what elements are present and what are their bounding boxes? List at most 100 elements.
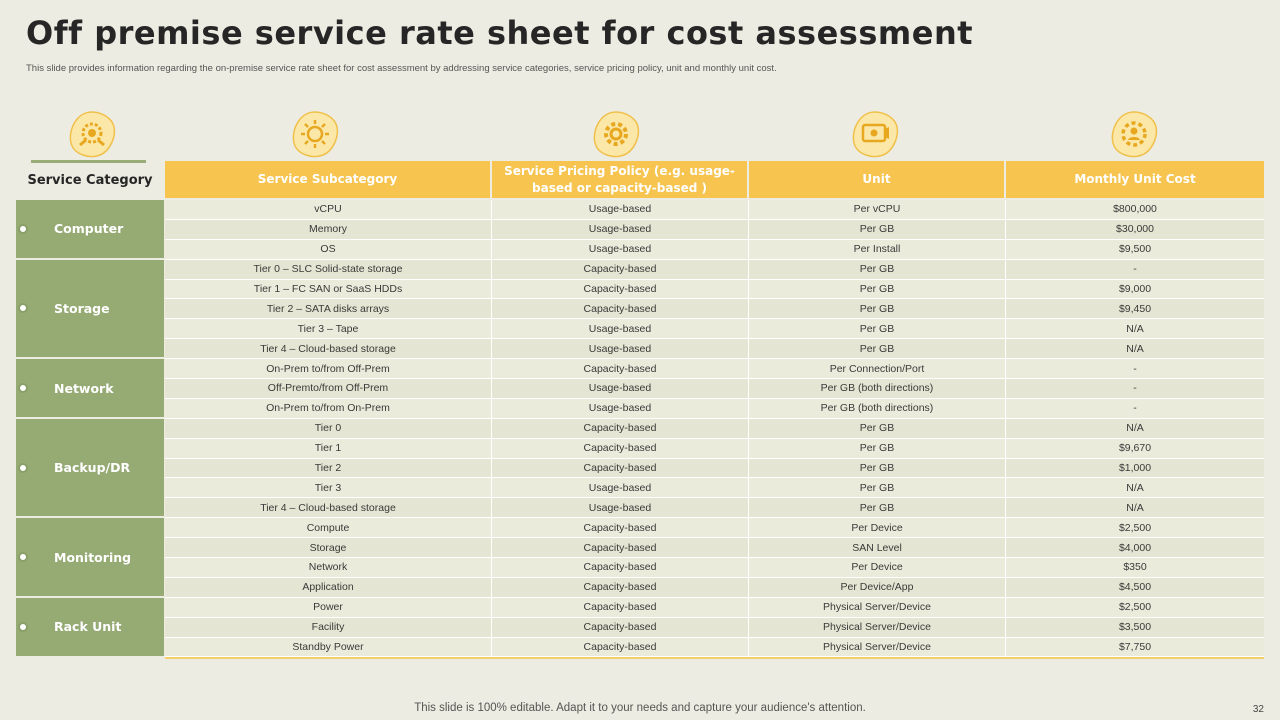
pricing-policy-cell: Capacity-based [492,577,749,597]
gear-hands-icon [66,109,118,161]
timeline-dot-icon [18,303,28,314]
table-row: Tier 4 – Cloud-based storage Usage-based P… [165,339,1264,360]
monthly-cost-cell: $350 [1006,558,1264,577]
sun-gear-icon [289,109,341,161]
unit-cell: SAN Level [749,538,1006,558]
header-monthly-unit-cost: Monthly Unit Cost [1006,161,1264,198]
monthly-cost-cell: $4,000 [1006,538,1264,558]
category-storage: Storage [16,259,164,360]
table-row: vCPU Usage-based Per vCPU $800,000 [165,200,1264,220]
unit-cell: Per GB [749,438,1006,458]
page-subtitle: This slide provides information regardin… [26,63,777,74]
subcategory-cell: Facility [165,617,492,637]
footer-note: This slide is 100% editable. Adapt it to… [414,702,866,714]
header-unit: Unit [749,161,1006,198]
unit-cell: Per vCPU [749,200,1006,219]
subcategory-cell: Tier 2 – SATA disks arrays [165,299,492,319]
subcategory-cell: Tier 1 – FC SAN or SaaS HDDs [165,279,492,299]
pricing-policy-cell: Capacity-based [492,418,749,438]
unit-cell: Per GB [749,299,1006,319]
header-service-subcategory: Service Subcategory [165,161,492,198]
settings-gear-icon [590,109,642,161]
monthly-cost-cell: N/A [1006,339,1264,359]
subcategory-cell: OS [165,239,492,259]
monthly-cost-cell: $9,000 [1006,279,1264,299]
unit-cell: Physical Server/Device [749,617,1006,637]
pricing-policy-cell: Usage-based [492,200,749,219]
subcategory-cell: Tier 1 [165,438,492,458]
subcategory-cell: Compute [165,518,492,538]
table-row: OS Usage-based Per Install $9,500 [165,239,1264,260]
table-row: Tier 1 – FC SAN or SaaS HDDs Capacity-bas… [165,279,1264,300]
subcategory-cell: Off-Premto/from Off-Prem [165,379,492,398]
monthly-cost-cell: - [1006,379,1264,398]
table-body: vCPU Usage-based Per vCPU $800,000 Memory Usa… [165,200,1264,660]
table-row: Tier 3 – Tape Usage-based Per GB N/A [165,319,1264,340]
table-row: Network Capacity-based Per Device $350 [165,558,1264,578]
table-row: Application Capacity-based Per Device/App $… [165,577,1264,598]
page-title: Off premise service rate sheet for cost … [26,14,974,52]
table-row: Compute Capacity-based Per Device $2,500 [165,518,1264,539]
pricing-policy-cell: Usage-based [492,379,749,398]
pricing-policy-cell: Usage-based [492,339,749,359]
monthly-cost-cell: $2,500 [1006,518,1264,538]
monthly-cost-cell: N/A [1006,319,1264,339]
pricing-policy-cell: Capacity-based [492,438,749,458]
subcategory-cell: Standby Power [165,637,492,657]
table-row: Tier 4 – Cloud-based storage Usage-based P… [165,498,1264,519]
monthly-cost-cell: N/A [1006,478,1264,498]
unit-cell: Per GB [749,478,1006,498]
pricing-policy-cell: Usage-based [492,478,749,498]
table-row: Standby Power Capacity-based Physical Serv… [165,637,1264,658]
pricing-policy-cell: Usage-based [492,398,749,418]
monthly-cost-cell: $4,500 [1006,577,1264,597]
monthly-cost-cell: $30,000 [1006,219,1264,239]
monthly-cost-cell: $2,500 [1006,597,1264,617]
unit-cell: Per GB [749,219,1006,239]
unit-cell: Per GB [749,339,1006,359]
pricing-policy-cell: Usage-based [492,319,749,339]
category-label: Monitoring [54,549,132,565]
pricing-policy-cell: Usage-based [492,219,749,239]
subcategory-cell: Tier 3 – Tape [165,319,492,339]
header-service-category: Service Category [27,172,153,188]
subcategory-cell: vCPU [165,200,492,219]
unit-cell: Per GB [749,279,1006,299]
table-row: Memory Usage-based Per GB $30,000 [165,219,1264,240]
monthly-cost-cell: $1,000 [1006,458,1264,478]
monthly-cost-cell: $800,000 [1006,200,1264,219]
pricing-policy-cell: Capacity-based [492,538,749,558]
pricing-policy-cell: Usage-based [492,239,749,259]
subcategory-cell: Tier 0 – SLC Solid-state storage [165,259,492,279]
table-header: Service Subcategory Service Pricing Poli… [165,161,1264,198]
subcategory-cell: Application [165,577,492,597]
unit-cell: Per Device/App [749,577,1006,597]
table-row: Tier 0 Capacity-based Per GB N/A [165,418,1264,439]
gear-person-icon [1108,109,1160,161]
category-network: Network [16,359,164,419]
pricing-policy-cell: Capacity-based [492,518,749,538]
table-row: On-Prem to/from On-Prem Usage-based Per GB… [165,398,1264,419]
monthly-cost-cell: N/A [1006,498,1264,518]
timeline-dot-icon [18,223,28,234]
monthly-cost-cell: N/A [1006,418,1264,438]
category-backup-dr: Backup/DR [16,418,164,519]
unit-cell: Per GB [749,259,1006,279]
category-rack-unit: Rack Unit [16,597,164,658]
monthly-cost-cell: - [1006,259,1264,279]
category-label: Backup/DR [54,460,131,476]
table-row: Off-Premto/from Off-Prem Usage-based Per G… [165,379,1264,399]
pricing-policy-cell: Usage-based [492,498,749,518]
unit-cell: Per GB [749,458,1006,478]
page-number: 32 [1252,704,1264,715]
table-row: Storage Capacity-based SAN Level $4,000 [165,538,1264,559]
monthly-cost-cell: - [1006,359,1264,379]
subcategory-cell: Memory [165,219,492,239]
category-column: Computer Storage Network Backup/DR Monitorin… [16,200,164,658]
table-row: Tier 2 – SATA disks arrays Capacity-based… [165,299,1264,320]
unit-cell: Per Device [749,558,1006,577]
unit-cell: Physical Server/Device [749,637,1006,657]
category-computer: Computer [16,200,164,260]
subcategory-cell: Storage [165,538,492,558]
header-pricing-policy: Service Pricing Policy (e.g. usage-based… [492,161,749,198]
